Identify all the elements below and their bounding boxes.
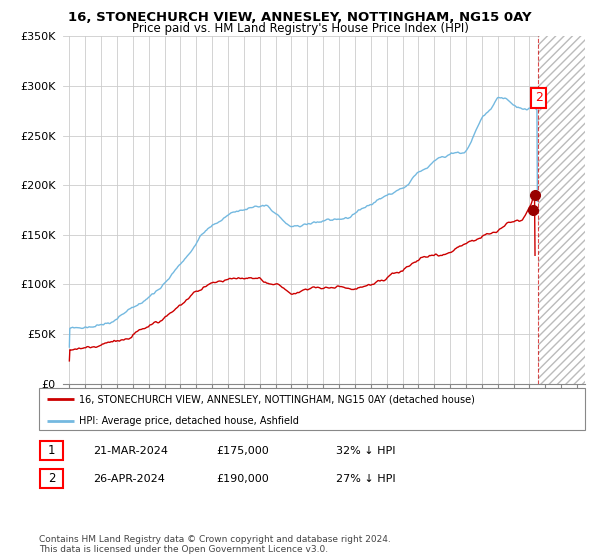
Text: 32% ↓ HPI: 32% ↓ HPI: [336, 446, 395, 456]
Text: £190,000: £190,000: [216, 474, 269, 484]
Text: Price paid vs. HM Land Registry's House Price Index (HPI): Price paid vs. HM Land Registry's House …: [131, 22, 469, 35]
FancyBboxPatch shape: [40, 441, 63, 460]
Text: 2: 2: [535, 91, 542, 104]
Text: 2: 2: [48, 472, 55, 486]
Text: 21-MAR-2024: 21-MAR-2024: [93, 446, 168, 456]
Text: Contains HM Land Registry data © Crown copyright and database right 2024.
This d: Contains HM Land Registry data © Crown c…: [39, 535, 391, 554]
Text: £175,000: £175,000: [216, 446, 269, 456]
Text: 16, STONECHURCH VIEW, ANNESLEY, NOTTINGHAM, NG15 0AY: 16, STONECHURCH VIEW, ANNESLEY, NOTTINGH…: [68, 11, 532, 24]
FancyBboxPatch shape: [40, 469, 63, 488]
Text: 16, STONECHURCH VIEW, ANNESLEY, NOTTINGHAM, NG15 0AY (detached house): 16, STONECHURCH VIEW, ANNESLEY, NOTTINGH…: [79, 395, 475, 405]
FancyBboxPatch shape: [39, 388, 585, 430]
Text: HPI: Average price, detached house, Ashfield: HPI: Average price, detached house, Ashf…: [79, 416, 299, 426]
Text: 27% ↓ HPI: 27% ↓ HPI: [336, 474, 395, 484]
Bar: [538, 26, 585, 384]
Text: 26-APR-2024: 26-APR-2024: [93, 474, 165, 484]
Text: 1: 1: [48, 444, 55, 458]
